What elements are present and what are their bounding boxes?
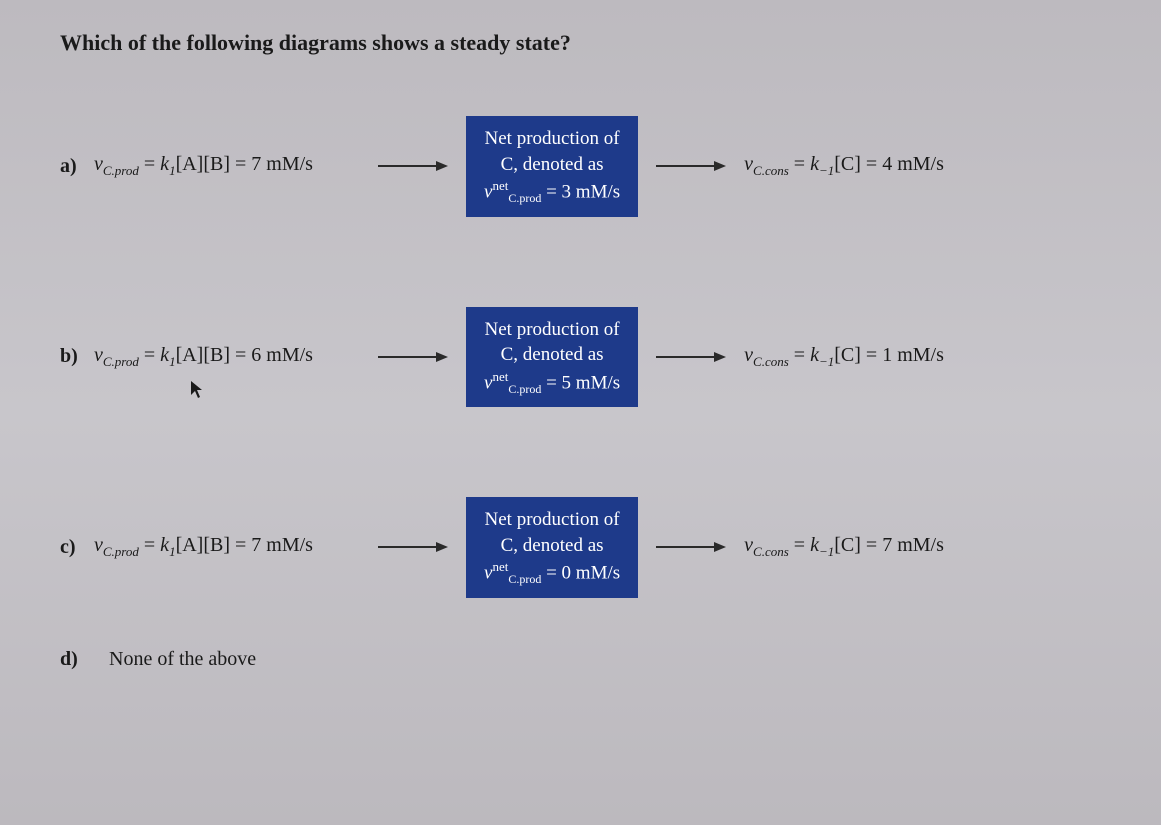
option-b-prod-eq: vC.prod = k1[A][B] = 6 mM/s: [94, 344, 313, 370]
question-text: Which of the following diagrams shows a …: [60, 30, 1101, 56]
arrow-icon: [656, 540, 726, 554]
option-b-label: b): [60, 345, 94, 368]
box-header-line2: C, denoted as: [484, 342, 620, 368]
option-b-cons-eq: vC.cons = k−1[C] = 1 mM/s: [744, 344, 944, 370]
arrow-icon: [656, 350, 726, 364]
option-c-net-box: Net production of C, denoted as vnetC.pr…: [466, 497, 638, 598]
option-a-net-value: vnetC.prod = 3 mM/s: [484, 177, 620, 206]
option-a-net-box: Net production of C, denoted as vnetC.pr…: [466, 116, 638, 217]
box-header-line1: Net production of: [484, 126, 620, 152]
quiz-page: Which of the following diagrams shows a …: [0, 0, 1161, 825]
option-c-left: c) vC.prod = k1[A][B] = 7 mM/s: [60, 534, 360, 560]
box-header-line1: Net production of: [484, 317, 620, 343]
option-c-row[interactable]: c) vC.prod = k1[A][B] = 7 mM/s Net produ…: [60, 497, 1101, 598]
option-c-cons-eq: vC.cons = k−1[C] = 7 mM/s: [744, 534, 944, 560]
option-d-row[interactable]: d) None of the above: [60, 648, 1101, 671]
box-header-line1: Net production of: [484, 507, 620, 533]
option-b-net-box: Net production of C, denoted as vnetC.pr…: [466, 307, 638, 408]
option-b-net-value: vnetC.prod = 5 mM/s: [484, 368, 620, 397]
box-header-line2: C, denoted as: [484, 152, 620, 178]
option-a-prod-eq: vC.prod = k1[A][B] = 7 mM/s: [94, 153, 313, 179]
arrow-icon: [378, 540, 448, 554]
mouse-cursor-icon: [190, 380, 204, 400]
option-a-left: a) vC.prod = k1[A][B] = 7 mM/s: [60, 153, 360, 179]
arrow-icon: [656, 159, 726, 173]
arrow-icon: [378, 350, 448, 364]
option-a-label: a): [60, 155, 94, 178]
option-a-row[interactable]: a) vC.prod = k1[A][B] = 7 mM/s Net produ…: [60, 116, 1101, 217]
option-c-net-value: vnetC.prod = 0 mM/s: [484, 558, 620, 587]
option-d-text: None of the above: [109, 648, 256, 670]
option-a-cons-eq: vC.cons = k−1[C] = 4 mM/s: [744, 153, 944, 179]
option-b-left: b) vC.prod = k1[A][B] = 6 mM/s: [60, 344, 360, 370]
option-b-right: vC.cons = k−1[C] = 1 mM/s: [744, 344, 944, 370]
option-d-label: d): [60, 648, 94, 671]
option-b-row[interactable]: b) vC.prod = k1[A][B] = 6 mM/s Net produ…: [60, 307, 1101, 408]
option-c-label: c): [60, 536, 94, 559]
option-c-prod-eq: vC.prod = k1[A][B] = 7 mM/s: [94, 534, 313, 560]
arrow-icon: [378, 159, 448, 173]
box-header-line2: C, denoted as: [484, 533, 620, 559]
option-c-right: vC.cons = k−1[C] = 7 mM/s: [744, 534, 944, 560]
option-a-right: vC.cons = k−1[C] = 4 mM/s: [744, 153, 944, 179]
text-cursor-icon: [256, 651, 268, 669]
